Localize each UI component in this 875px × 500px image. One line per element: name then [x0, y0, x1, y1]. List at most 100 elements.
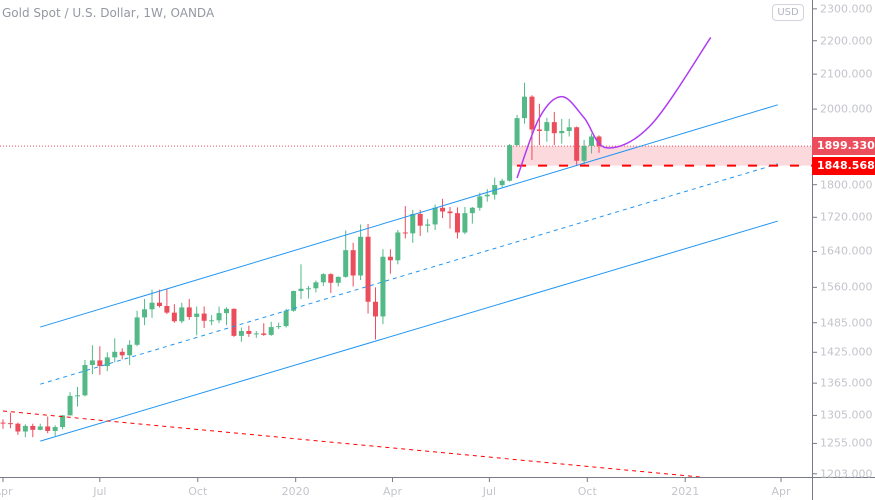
candle-body	[194, 313, 200, 317]
candle	[566, 118, 572, 137]
y-tick-label: 1203.000	[820, 467, 873, 481]
candle-body	[134, 317, 140, 345]
candle	[97, 346, 103, 375]
y-tick-label: 2200.000	[820, 34, 873, 48]
candle	[484, 189, 490, 202]
candle	[365, 224, 371, 314]
candle	[313, 280, 319, 293]
candle-body	[67, 395, 73, 416]
chart-title: Gold Spot / U.S. Dollar, 1W, OANDA	[2, 6, 215, 20]
candle-body	[596, 136, 602, 147]
candle-body	[22, 425, 28, 432]
candle	[134, 310, 140, 347]
candle-body	[283, 310, 289, 327]
candle-body	[328, 274, 334, 283]
candle	[559, 118, 565, 144]
y-tick-label: 1640.000	[820, 244, 873, 258]
candle-body	[89, 360, 95, 365]
candle-body	[15, 423, 21, 432]
candle	[142, 298, 148, 326]
candle	[358, 224, 364, 281]
candle	[30, 423, 36, 438]
candle	[529, 95, 535, 161]
candle-body	[425, 224, 431, 226]
candle	[432, 204, 438, 230]
candle	[268, 321, 274, 336]
candle	[574, 126, 580, 166]
candle	[82, 359, 88, 397]
candle	[551, 111, 557, 146]
candle-body	[298, 288, 304, 292]
candle-body	[261, 333, 267, 335]
y-tick-label: 2300.000	[820, 2, 873, 16]
x-tick-label: 2021	[671, 485, 700, 498]
candle	[22, 424, 28, 438]
candle-body	[60, 415, 66, 428]
candle-body	[343, 250, 349, 277]
candle	[231, 308, 237, 337]
y-tick-label: 1485.000	[820, 316, 873, 330]
candle	[492, 177, 498, 200]
candle-body	[216, 313, 222, 321]
candle-body	[432, 207, 438, 225]
candle-body	[484, 194, 490, 197]
x-tick-label: Apr	[771, 485, 791, 498]
candle-body	[171, 312, 177, 322]
candle	[7, 412, 13, 429]
candle	[201, 306, 207, 329]
x-tick-label: Jul	[482, 485, 497, 498]
projection-curve	[516, 37, 712, 179]
candle	[60, 414, 66, 430]
candle-body	[246, 330, 252, 334]
y-tick-label: 1560.000	[820, 280, 873, 294]
red-trendline	[2, 410, 704, 478]
y-tick-label: 2100.000	[820, 67, 873, 81]
candle	[447, 206, 453, 229]
candle	[298, 264, 304, 299]
candle-body	[365, 236, 371, 302]
candle	[514, 114, 520, 146]
candle-body	[440, 207, 446, 212]
candle-body	[566, 127, 572, 131]
support-level-label: 1848.568	[812, 156, 875, 175]
candle-body	[410, 213, 416, 234]
currency-button[interactable]: USD	[772, 4, 804, 21]
candle	[395, 229, 401, 265]
y-tick-label: 1720.000	[820, 210, 873, 224]
candle	[544, 117, 550, 142]
y-tick-label: 1305.000	[820, 408, 873, 422]
candle	[156, 289, 162, 308]
candle-body	[373, 301, 378, 317]
candle	[425, 218, 431, 233]
y-tick-label: 1800.000	[820, 178, 873, 192]
candle	[253, 330, 259, 338]
candle	[194, 306, 200, 336]
x-tick-label: Jul	[93, 485, 107, 498]
candle-body	[7, 423, 13, 425]
candle-body	[551, 122, 557, 134]
channel-middle-line	[40, 163, 778, 385]
candle-body	[37, 426, 43, 430]
candle-body	[574, 127, 580, 161]
candle-body	[45, 426, 51, 431]
candle	[402, 206, 408, 239]
candle-body	[499, 180, 505, 186]
x-tick-label: Apr	[383, 485, 403, 498]
candle-body	[402, 232, 408, 234]
candle	[589, 133, 595, 154]
candle-body	[82, 364, 88, 396]
candle	[536, 103, 542, 146]
candle-body	[30, 425, 36, 430]
candle-body	[52, 427, 58, 431]
candle	[305, 285, 311, 299]
candle	[45, 416, 51, 434]
candle-body	[253, 333, 259, 335]
candle-body	[536, 129, 542, 131]
candle-body	[581, 145, 587, 161]
candle	[119, 348, 125, 360]
candle	[469, 206, 475, 224]
candle-body	[335, 276, 341, 283]
candle	[350, 242, 356, 287]
candle-body	[156, 302, 162, 306]
